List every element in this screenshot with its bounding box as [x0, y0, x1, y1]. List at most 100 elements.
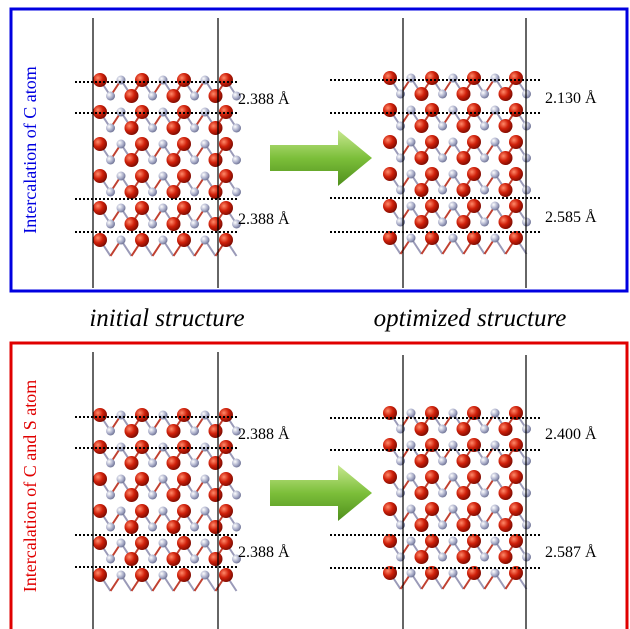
structure: 2.388 Å 2.388 Å: [75, 18, 290, 288]
metal-atom: [177, 233, 191, 247]
light-atom: [148, 555, 157, 564]
metal-atom: [167, 217, 181, 231]
light-atom: [159, 76, 168, 85]
metal-atom: [499, 454, 513, 468]
light-atom: [159, 475, 168, 484]
light-atom: [190, 523, 199, 532]
metal-atom: [415, 119, 429, 133]
metal-atom: [219, 536, 233, 550]
light-atom: [438, 122, 447, 131]
metal-atom: [383, 534, 397, 548]
metal-atom: [135, 472, 149, 486]
light-atom: [491, 505, 500, 514]
metal-atom: [125, 552, 139, 566]
metal-atom: [383, 199, 397, 213]
light-atom: [449, 74, 458, 83]
metal-atom: [499, 215, 513, 229]
metal-atom: [457, 486, 471, 500]
metal-atom: [93, 568, 107, 582]
light-atom: [117, 140, 126, 149]
light-atom: [201, 507, 210, 516]
metal-atom: [125, 520, 139, 534]
metal-atom: [509, 534, 523, 548]
light-atom: [438, 154, 447, 163]
metal-atom: [415, 151, 429, 165]
metal-atom: [93, 504, 107, 518]
light-atom: [491, 473, 500, 482]
metal-atom: [135, 137, 149, 151]
metal-atom: [93, 536, 107, 550]
figure: Intercalation of C atom Intercalation of…: [0, 0, 630, 629]
metal-atom: [467, 502, 481, 516]
metal-atom: [457, 119, 471, 133]
metal-atom: [93, 201, 107, 215]
light-atom: [449, 537, 458, 546]
light-atom: [148, 156, 157, 165]
light-atom: [491, 138, 500, 147]
light-atom: [396, 154, 405, 163]
metal-atom: [457, 87, 471, 101]
light-atom: [159, 140, 168, 149]
light-atom: [407, 170, 416, 179]
light-atom: [396, 218, 405, 227]
light-atom: [407, 409, 416, 418]
light-atom: [190, 188, 199, 197]
light-atom: [438, 90, 447, 99]
light-atom: [159, 411, 168, 420]
distance-label: 2.388 Å: [238, 210, 290, 228]
metal-atom: [167, 153, 181, 167]
light-atom: [117, 571, 126, 580]
metal-atom: [209, 217, 223, 231]
light-atom: [407, 505, 416, 514]
light-atom: [159, 236, 168, 245]
metal-atom: [457, 454, 471, 468]
light-atom: [117, 475, 126, 484]
metal-atom: [425, 71, 439, 85]
light-atom: [190, 92, 199, 101]
metal-atom: [177, 408, 191, 422]
metal-atom: [125, 488, 139, 502]
light-atom: [396, 122, 405, 131]
light-atom: [480, 521, 489, 530]
light-atom: [480, 218, 489, 227]
light-atom: [480, 489, 489, 498]
metal-atom: [167, 552, 181, 566]
metal-atom: [383, 470, 397, 484]
light-atom: [396, 90, 405, 99]
light-atom: [201, 539, 210, 548]
distance-label: 2.587 Å: [545, 543, 597, 561]
light-atom: [117, 236, 126, 245]
light-atom: [407, 441, 416, 450]
light-atom: [201, 76, 210, 85]
light-atom: [190, 427, 199, 436]
metal-atom: [425, 103, 439, 117]
light-atom: [480, 154, 489, 163]
metal-atom: [219, 73, 233, 87]
metal-atom: [499, 550, 513, 564]
structure: 2.388 Å2.388 Å: [75, 352, 290, 629]
light-atom: [159, 571, 168, 580]
light-atom: [201, 140, 210, 149]
distance-label: 2.388 Å: [238, 90, 290, 108]
light-atom: [449, 202, 458, 211]
metal-atom: [467, 71, 481, 85]
light-atom: [438, 521, 447, 530]
light-atom: [438, 489, 447, 498]
light-atom: [148, 188, 157, 197]
metal-atom: [209, 488, 223, 502]
metal-atom: [125, 121, 139, 135]
light-atom: [407, 537, 416, 546]
light-atom: [407, 473, 416, 482]
metal-atom: [219, 169, 233, 183]
metal-atom: [467, 103, 481, 117]
light-atom: [480, 425, 489, 434]
light-atom: [106, 523, 115, 532]
caption: optimized structure: [374, 305, 567, 332]
light-atom: [449, 170, 458, 179]
light-atom: [148, 92, 157, 101]
light-atom: [201, 411, 210, 420]
metal-atom: [93, 408, 107, 422]
metal-atom: [457, 550, 471, 564]
metal-atom: [167, 424, 181, 438]
metal-atom: [177, 504, 191, 518]
